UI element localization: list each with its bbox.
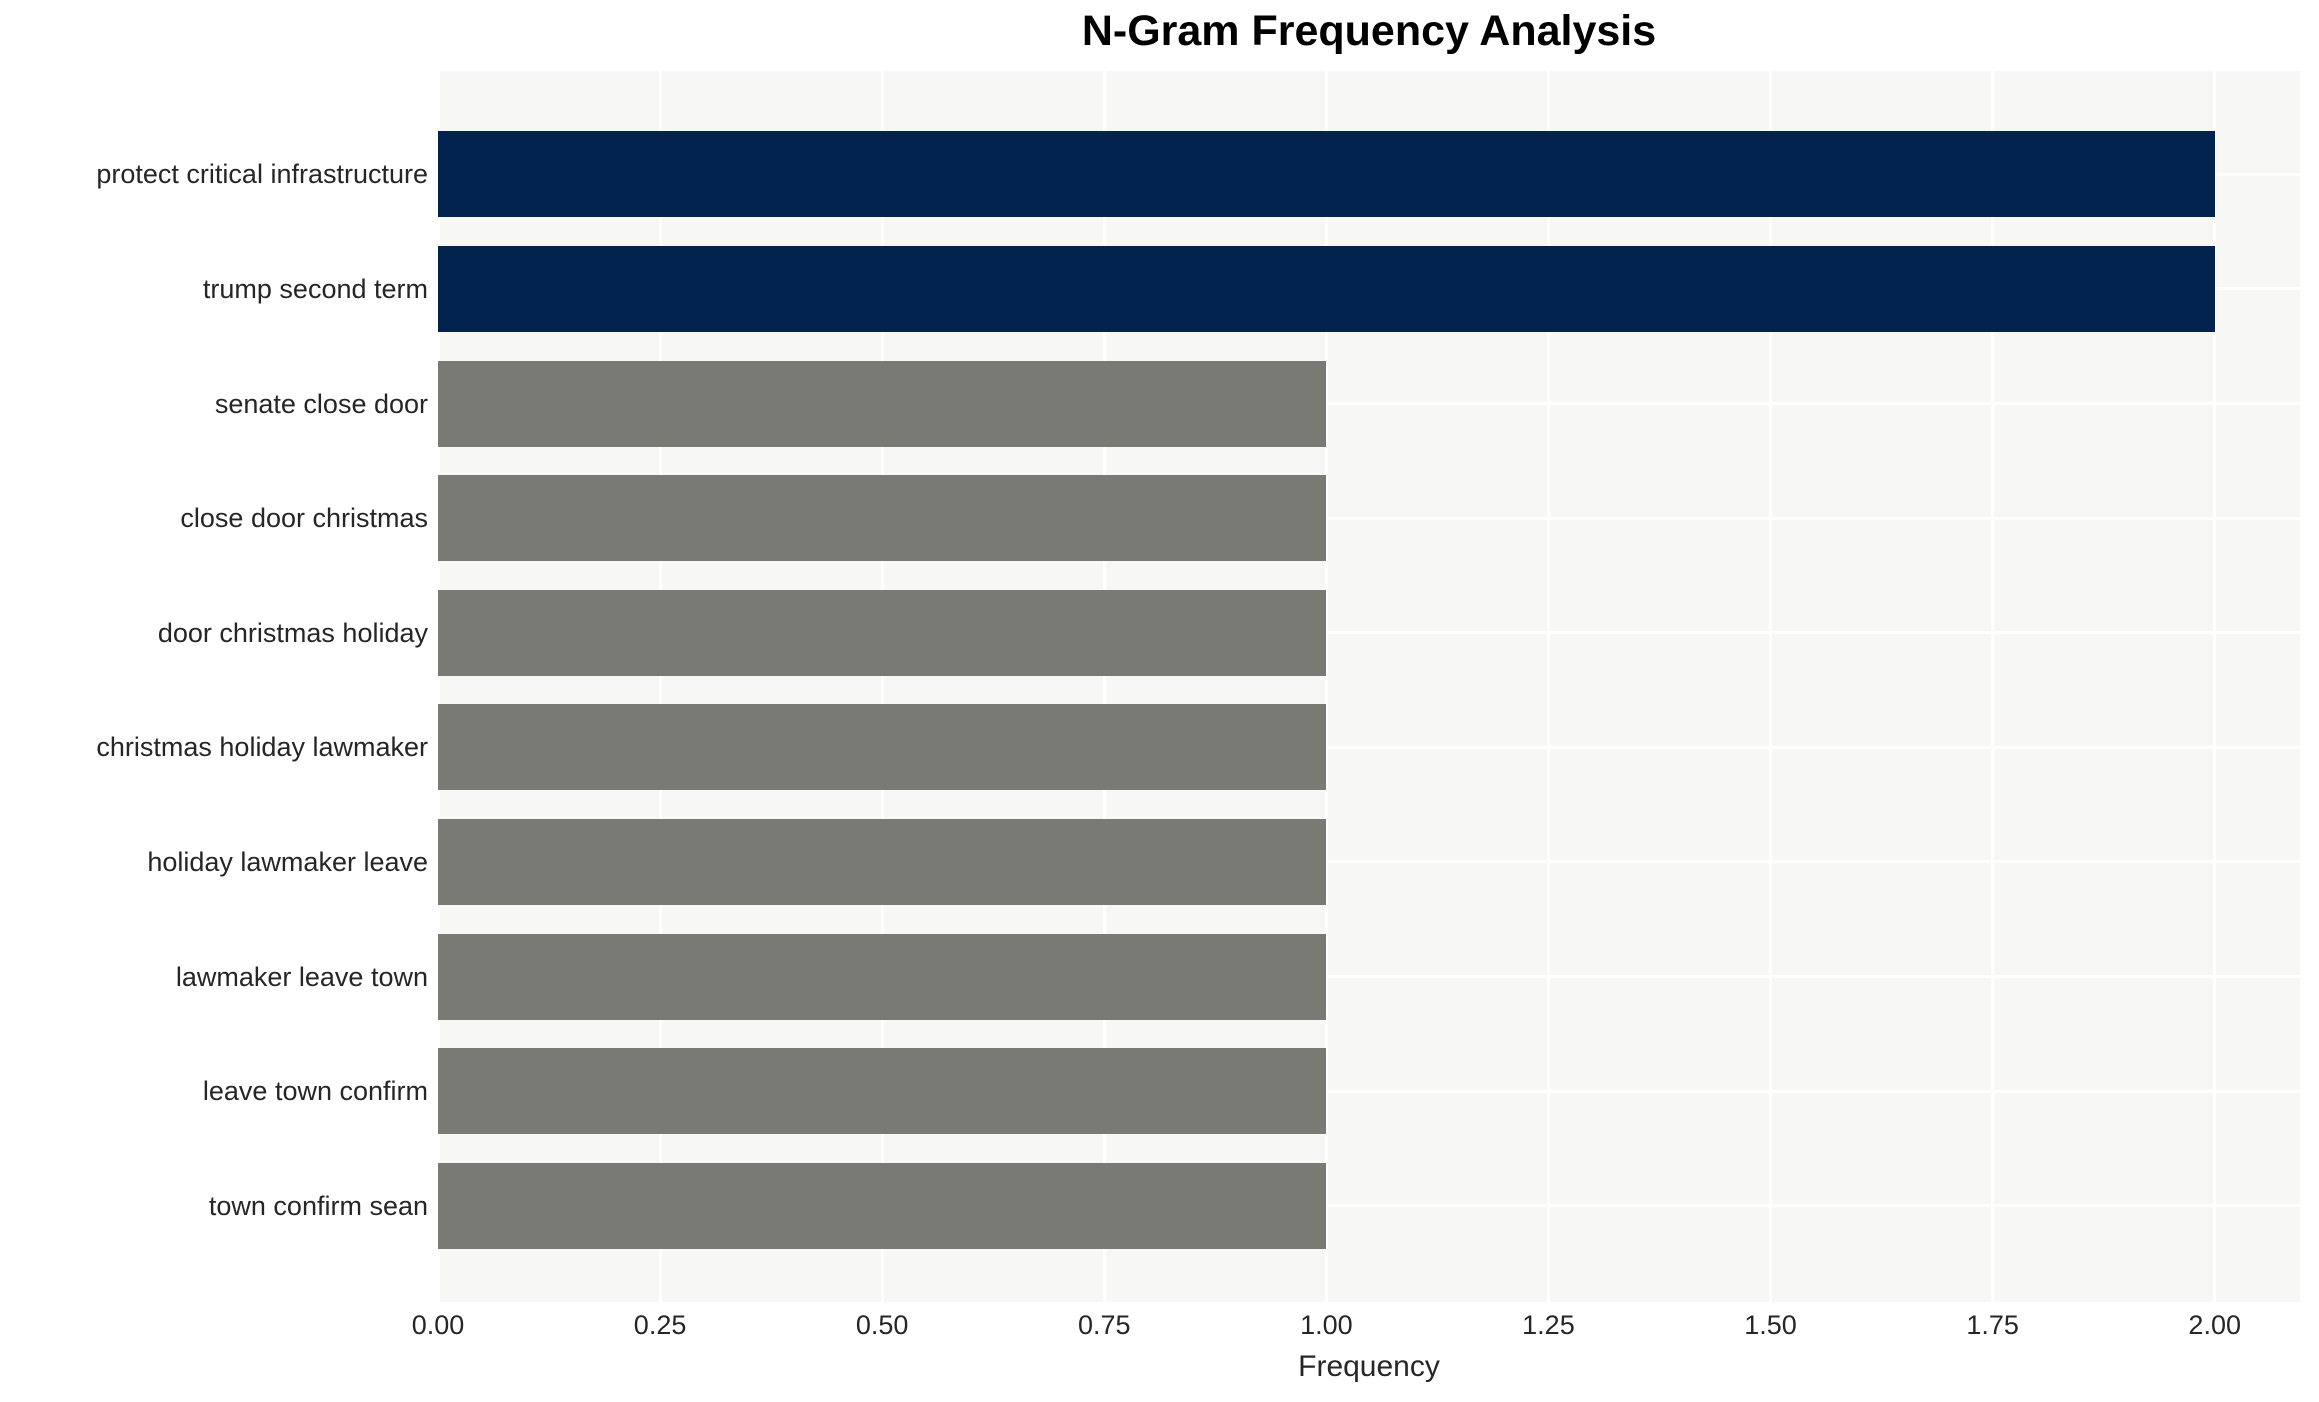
bar-protect-critical-infrastructure [438, 131, 2215, 218]
y-tick-label: leave town confirm [202, 1076, 428, 1107]
y-tick-label: protect critical infrastructure [96, 159, 428, 190]
bar-trump-second-term [438, 245, 2215, 332]
x-gridline-1.75 [1991, 71, 1995, 1302]
x-tick-label: 1.50 [1744, 1310, 1797, 1340]
x-gridline-0.25 [658, 71, 662, 1302]
bar-door-christmas-holiday [438, 589, 1327, 676]
x-tick-label: 0.50 [855, 1310, 909, 1340]
bar-christmas-holiday-lawmaker [438, 704, 1327, 791]
x-tick-label: 0.75 [1077, 1310, 1131, 1340]
x-axis-title: Frequency [1298, 1350, 1440, 1383]
y-tick-label: lawmaker leave town [175, 961, 428, 992]
y-gridline [438, 516, 2300, 520]
y-tick-label: senate close door [214, 388, 428, 419]
x-gridline-1.00 [1324, 71, 1328, 1302]
x-tick-label: 1.00 [1300, 1310, 1353, 1340]
y-tick-label: holiday lawmaker leave [147, 846, 428, 877]
x-tick-label: 0.25 [633, 1310, 687, 1340]
bar-holiday-lawmaker-leave [438, 818, 1327, 905]
y-tick-label: trump second term [202, 273, 428, 304]
bar-leave-town-confirm [438, 1048, 1327, 1135]
y-tick-label: door christmas holiday [157, 617, 428, 648]
x-tick-label: 1.75 [1966, 1310, 2019, 1340]
bar-town-confirm-sean [438, 1162, 1327, 1249]
y-tick-label: close door christmas [180, 503, 428, 534]
x-gridline-0.00 [436, 71, 440, 1302]
x-gridline-0.75 [1102, 71, 1106, 1302]
x-gridline-0.50 [880, 71, 884, 1302]
x-gridline-2.00 [2213, 71, 2217, 1302]
y-gridline [438, 860, 2300, 864]
x-gridline-1.50 [1769, 71, 1773, 1302]
y-tick-label: christmas holiday lawmaker [96, 732, 428, 763]
bar-close-door-christmas [438, 475, 1327, 562]
y-gridline [438, 745, 2300, 749]
x-tick-label: 1.25 [1522, 1310, 1575, 1340]
plot-area [436, 71, 2300, 1302]
bar-senate-close-door [438, 360, 1327, 447]
bar-lawmaker-leave-town [438, 933, 1327, 1020]
y-gridline [438, 402, 2300, 405]
y-gridline [438, 975, 2300, 978]
y-gridline [438, 631, 2300, 635]
y-gridline [438, 1089, 2300, 1093]
y-tick-label: town confirm sean [208, 1190, 428, 1221]
x-tick-label: 0.00 [411, 1310, 465, 1340]
chart-title: N-Gram Frequency Analysis [1081, 7, 1657, 55]
y-gridline [438, 1204, 2300, 1208]
x-tick-label: 2.00 [2188, 1310, 2241, 1340]
x-gridline-1.25 [1546, 71, 1550, 1302]
